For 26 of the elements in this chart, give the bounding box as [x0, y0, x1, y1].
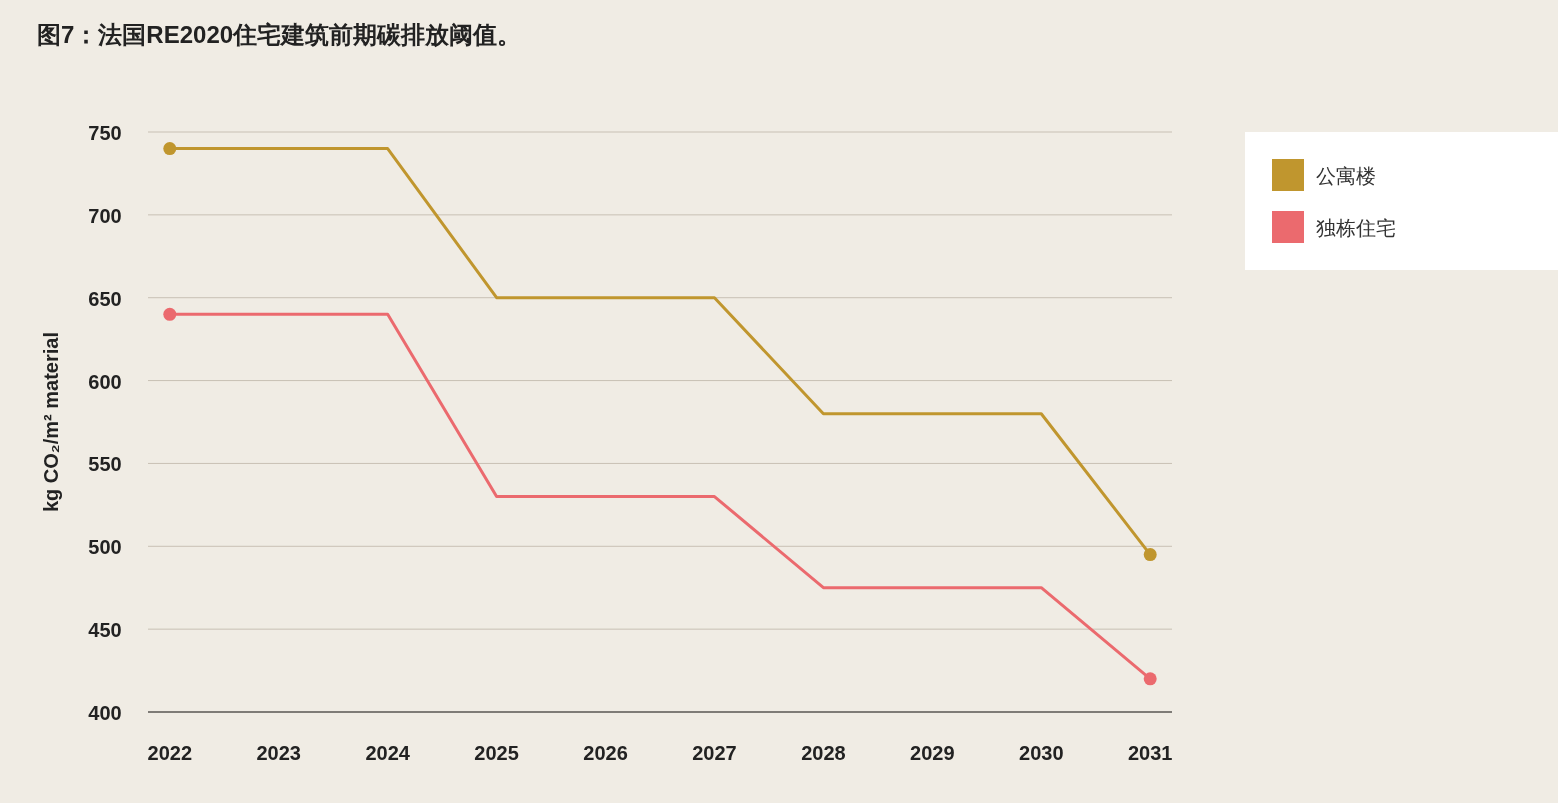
y-tick-label: 400: [88, 702, 122, 724]
x-tick-label: 2027: [692, 742, 737, 764]
point: [1143, 548, 1157, 562]
y-tick-label: 700: [88, 204, 122, 227]
x-tick-label: 2028: [801, 742, 846, 764]
legend-label: 独栋住宅: [1316, 217, 1396, 239]
point: [163, 307, 177, 321]
x-tick-label: 2029: [910, 742, 955, 764]
x-tick-label: 2030: [1019, 742, 1064, 764]
chart-title: 图7：法国RE2020住宅建筑前期碳排放阈值。: [37, 21, 522, 48]
x-tick-label: 2022: [147, 742, 193, 764]
point: [163, 142, 177, 156]
y-tick-label: 550: [88, 453, 122, 476]
x-tick-label: 2025: [474, 742, 519, 764]
y-tick-label: 450: [88, 619, 122, 642]
y-tick-label: 600: [88, 370, 122, 393]
x-tick-label: 2023: [256, 742, 301, 764]
y-tick-label: 750: [88, 122, 122, 144]
x-tick-label: 2031: [1127, 742, 1173, 764]
y-tick-label: 500: [88, 536, 122, 559]
x-tick-label: 2024: [365, 742, 411, 764]
y-axis-title: kg CO₂/m² material: [40, 331, 62, 513]
point: [1143, 672, 1157, 686]
x-tick-label: 2026: [583, 742, 628, 764]
legend-label: 公寓楼: [1316, 165, 1376, 187]
y-tick-label: 650: [88, 287, 122, 310]
